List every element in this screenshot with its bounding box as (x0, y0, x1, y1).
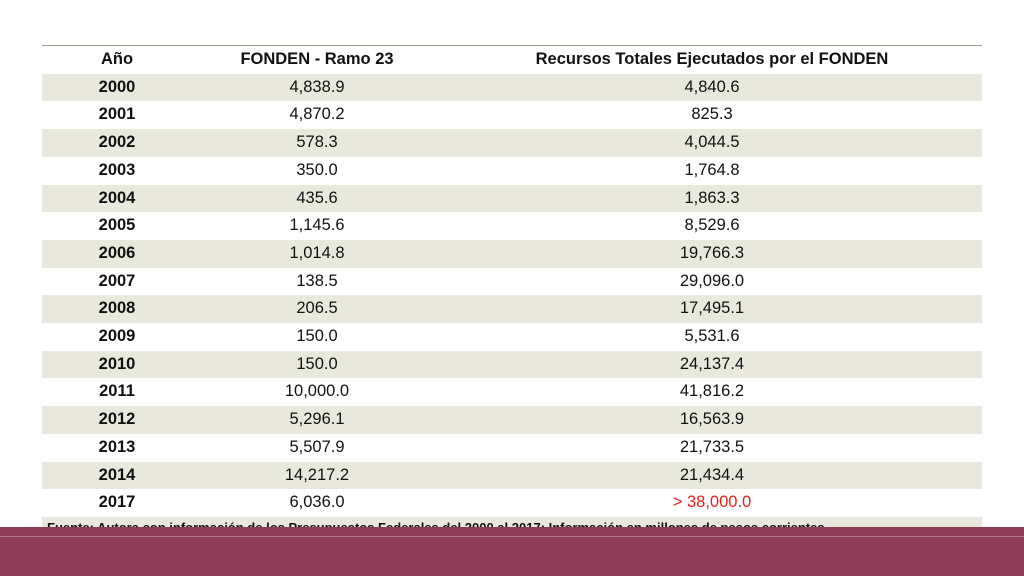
cell-fonden: 150.0 (296, 327, 338, 346)
cell-year: 2013 (98, 437, 136, 456)
table-row: 2002 578.3 4,044.5 (42, 129, 982, 157)
header-fonden-ramo-23: FONDEN - Ramo 23 (240, 50, 394, 68)
cell-total: 5,531.6 (684, 327, 740, 346)
cell-total: 21,733.5 (679, 437, 745, 456)
cell-fonden: 14,217.2 (284, 465, 350, 484)
table-row: 2006 1,014.8 19,766.3 (42, 239, 982, 268)
cell-total: 4,044.5 (684, 133, 740, 152)
cell-total: 1,764.8 (684, 160, 740, 179)
cell-total: 825.3 (691, 105, 733, 124)
cell-total: 41,816.2 (679, 382, 745, 401)
cell-total: 29,096.0 (679, 271, 745, 290)
cell-fonden: 578.3 (296, 133, 338, 152)
table-row: 2013 5,507.9 21,733.5 (42, 433, 982, 462)
cell-year: 2009 (98, 327, 136, 346)
cell-fonden: 4,838.9 (289, 77, 345, 96)
table-row: 2012 5,296.1 16,563.9 (42, 406, 982, 434)
table-row: 2014 14,217.2 21,434.4 (42, 461, 982, 490)
cell-year: 2001 (98, 105, 136, 124)
cell-total: 24,137.4 (679, 354, 745, 373)
cell-total: 17,495.1 (679, 299, 745, 318)
cell-total: 19,766.3 (679, 243, 745, 262)
header-year: Año (100, 50, 134, 68)
cell-year: 2010 (98, 354, 136, 373)
table-header-row: Año FONDEN - Ramo 23 Recursos Totales Ej… (42, 45, 982, 74)
cell-year: 2011 (99, 382, 135, 401)
cell-fonden: 4,870.2 (289, 105, 345, 124)
table-body: 2000 4,838.9 4,840.6 2001 4,870.2 825.3 2002 57… (42, 73, 982, 517)
cell-year: 2004 (98, 188, 136, 207)
cell-fonden: 5,507.9 (289, 437, 345, 456)
cell-year: 2006 (98, 243, 136, 262)
cell-year: 2014 (98, 465, 136, 484)
cell-fonden: 1,014.8 (289, 243, 345, 262)
table-row: 2003 350.0 1,764.8 (42, 156, 982, 185)
table-row: 2017 6,036.0 > 38,000.0 (42, 489, 982, 517)
cell-year: 2005 (98, 216, 136, 235)
cell-year: 2003 (98, 160, 136, 179)
header-recursos-totales: Recursos Totales Ejecutados por el FONDE… (535, 50, 889, 68)
cell-fonden: 10,000.0 (284, 382, 350, 401)
cell-year: 2000 (98, 77, 136, 96)
cell-fonden: 6,036.0 (289, 493, 345, 512)
table-row: 2008 206.5 17,495.1 (42, 295, 982, 324)
cell-fonden: 435.6 (296, 188, 338, 207)
cell-fonden: 138.5 (296, 271, 338, 290)
table-row: 2007 138.5 29,096.0 (42, 267, 982, 296)
cell-year: 2002 (98, 133, 136, 152)
table-row: 2004 435.6 1,863.3 (42, 184, 982, 213)
cell-total: 1,863.3 (684, 188, 740, 207)
cell-fonden: 5,296.1 (289, 410, 345, 429)
cell-total: 8,529.6 (684, 216, 740, 235)
cell-fonden: 150.0 (296, 354, 338, 373)
table-row: 2011 10,000.0 41,816.2 (42, 378, 982, 407)
table-row: 2009 150.0 5,531.6 (42, 323, 982, 351)
cell-year: 2008 (98, 299, 136, 318)
cell-total: > 38,000.0 (672, 493, 752, 512)
table-row: 2005 1,145.6 8,529.6 (42, 212, 982, 240)
cell-year: 2007 (98, 271, 136, 290)
cell-fonden: 350.0 (296, 160, 338, 179)
table-row: 2001 4,870.2 825.3 (42, 101, 982, 130)
fonden-table: Año FONDEN - Ramo 23 Recursos Totales Ej… (42, 45, 982, 540)
cell-fonden: 1,145.6 (289, 216, 345, 235)
cell-year: 2012 (98, 410, 136, 429)
footer-band (0, 527, 1024, 576)
table-row: 2000 4,838.9 4,840.6 (42, 73, 982, 102)
cell-total: 16,563.9 (679, 410, 745, 429)
cell-year: 2017 (98, 493, 136, 512)
cell-total: 4,840.6 (684, 77, 740, 96)
table-row: 2010 150.0 24,137.4 (42, 350, 982, 379)
cell-fonden: 206.5 (296, 299, 338, 318)
footer-band-line (0, 536, 1024, 537)
cell-total: 21,434.4 (679, 465, 745, 484)
